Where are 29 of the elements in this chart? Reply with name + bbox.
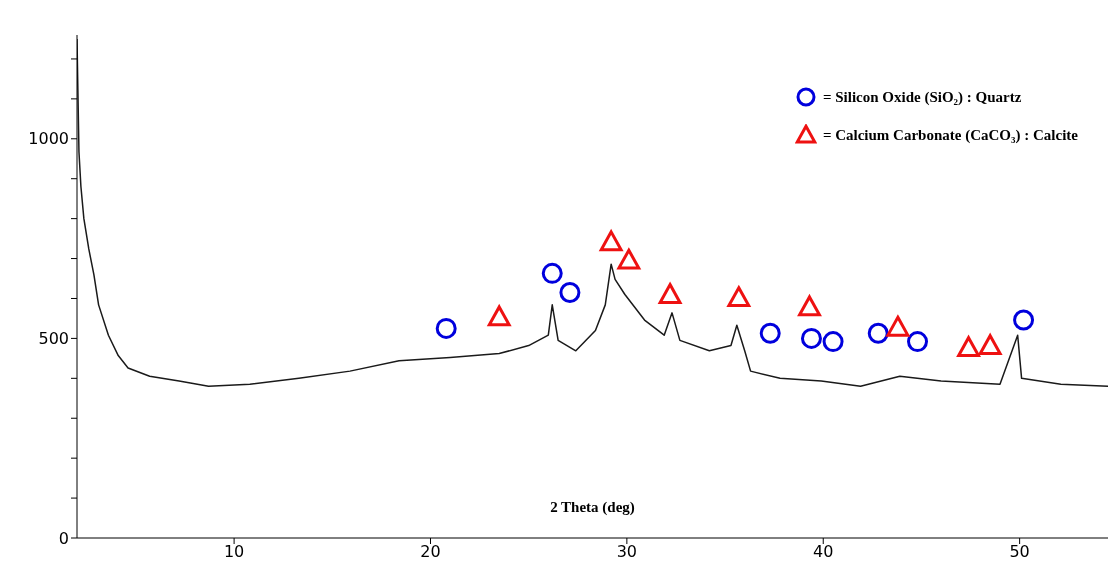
- y-tick-label: 500: [38, 329, 69, 349]
- legend-label: = Silicon Oxide (SiO₂) : Quartz: [822, 88, 1022, 106]
- point: [559, 281, 581, 303]
- point: [599, 230, 623, 252]
- point: [978, 334, 1002, 355]
- y-tick-label: 1000: [28, 129, 69, 149]
- y-tick-label: 0: [58, 528, 69, 548]
- point: [798, 295, 821, 317]
- x-axis-title: 2 Theta (deg): [550, 499, 635, 516]
- x-tick-label: 30: [616, 542, 638, 562]
- point: [957, 336, 980, 357]
- x-tick-label: 10: [223, 542, 245, 562]
- point: [759, 322, 781, 344]
- point: [487, 305, 511, 327]
- x-tick-label: 50: [1009, 542, 1030, 562]
- point: [867, 322, 889, 344]
- x-tick-label: 40: [813, 542, 834, 562]
- point: [822, 331, 844, 353]
- point: [658, 283, 682, 304]
- legend-label: = Calcium Carbonate (CaCO₃) : Calcite: [822, 126, 1078, 144]
- point: [1013, 309, 1035, 331]
- point: [907, 331, 929, 353]
- point: [727, 286, 751, 308]
- point: [435, 317, 457, 339]
- point: [886, 315, 910, 337]
- point: [541, 262, 563, 284]
- point: [617, 248, 641, 270]
- x-tick-label: 20: [420, 542, 441, 562]
- point: [800, 327, 822, 349]
